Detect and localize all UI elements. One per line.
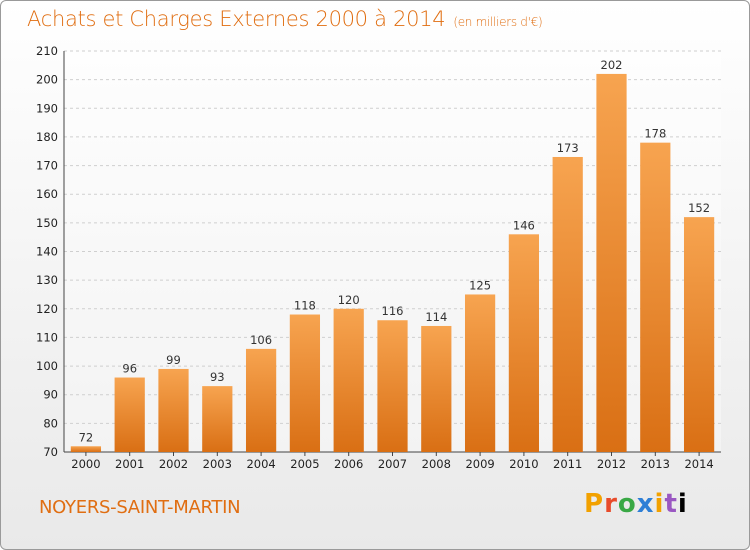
bar	[289, 314, 321, 452]
bar-value-label: 99	[166, 353, 181, 367]
bar-value-label: 146	[513, 218, 535, 232]
bar	[245, 348, 277, 452]
chart-title: Achats et Charges Externes 2000 à 2014 (e…	[27, 7, 543, 31]
x-tick-label: 2007	[378, 457, 407, 471]
bar-value-label: 114	[425, 310, 447, 324]
bar-value-label: 93	[210, 370, 225, 384]
bar-value-label: 116	[382, 304, 404, 318]
bar	[333, 308, 364, 452]
bar-value-label: 96	[122, 362, 137, 376]
y-tick-label: 90	[43, 388, 58, 402]
x-tick-label: 2013	[641, 457, 670, 471]
y-tick-label: 130	[36, 273, 58, 287]
bar	[640, 142, 671, 452]
bar	[552, 156, 583, 452]
y-tick-label: 200	[36, 73, 58, 87]
y-tick-label: 140	[36, 245, 58, 259]
commune-name: NOYERS-SAINT-MARTIN	[39, 497, 241, 518]
chart-subtitle: (en milliers d'€)	[453, 15, 543, 29]
y-tick-label: 190	[36, 101, 58, 115]
y-tick-label: 210	[36, 44, 58, 58]
x-tick-label: 2014	[684, 457, 713, 471]
bar	[377, 320, 408, 452]
bar	[202, 386, 233, 452]
y-tick-label: 80	[43, 416, 58, 430]
y-tick-label: 150	[36, 216, 58, 230]
x-tick-label: 2011	[553, 457, 582, 471]
bar-value-label: 125	[469, 278, 491, 292]
x-tick-label: 2006	[334, 457, 363, 471]
y-tick-label: 110	[36, 330, 58, 344]
bar-value-label: 106	[250, 333, 272, 347]
x-tick-label: 2004	[246, 457, 275, 471]
y-tick-label: 120	[36, 302, 58, 316]
bar	[508, 234, 540, 452]
x-tick-label: 2008	[422, 457, 451, 471]
y-tick-label: 180	[36, 130, 58, 144]
bar	[596, 73, 627, 453]
bar-value-label: 152	[688, 201, 710, 215]
y-tick-label: 100	[36, 359, 58, 373]
bar	[464, 294, 496, 452]
bar-value-label: 72	[79, 430, 94, 444]
bar	[683, 217, 715, 452]
bar	[70, 446, 102, 452]
x-tick-label: 2005	[290, 457, 319, 471]
x-tick-label: 2000	[71, 457, 100, 471]
x-tick-label: 2001	[115, 457, 144, 471]
x-tick-label: 2003	[203, 457, 232, 471]
bar-value-label: 118	[294, 299, 316, 313]
bar	[114, 377, 145, 452]
bar-value-label: 173	[557, 141, 579, 155]
bar-value-label: 202	[601, 58, 623, 72]
x-tick-label: 2009	[465, 457, 494, 471]
x-tick-label: 2010	[509, 457, 538, 471]
bar-value-label: 120	[338, 293, 360, 307]
bar	[421, 325, 452, 452]
bar-value-label: 178	[644, 127, 666, 141]
x-tick-label: 2012	[597, 457, 626, 471]
proxiti-logo: Proxiti	[584, 489, 688, 519]
y-tick-label: 70	[43, 445, 58, 459]
x-tick-label: 2002	[159, 457, 188, 471]
y-tick-label: 170	[36, 159, 58, 173]
bar	[158, 368, 189, 452]
y-tick-label: 160	[36, 187, 58, 201]
